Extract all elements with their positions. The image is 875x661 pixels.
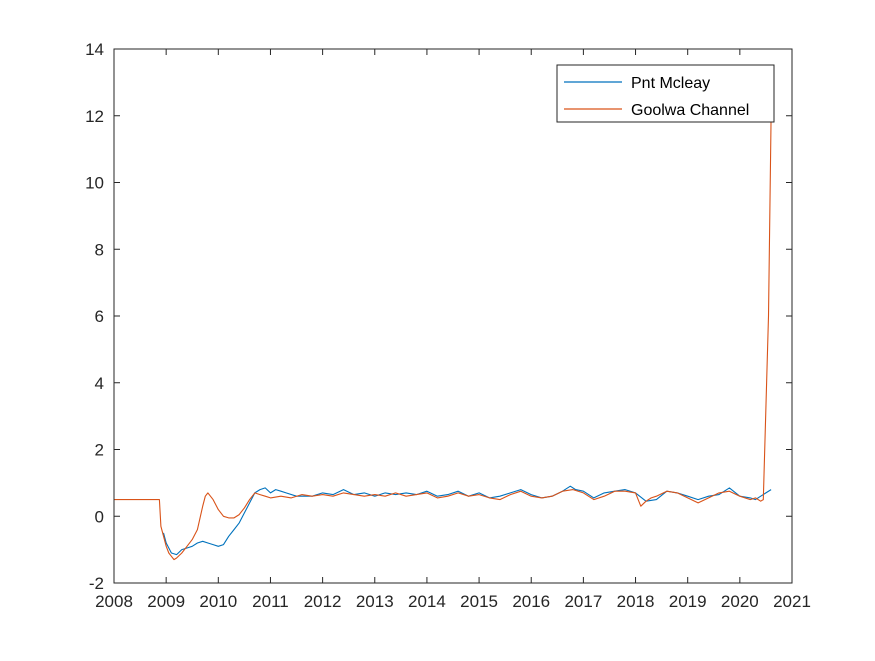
- x-tick-label: 2014: [408, 592, 446, 611]
- x-tick-label: 2021: [773, 592, 811, 611]
- y-tick-label: 12: [85, 107, 104, 126]
- x-tick-label: 2013: [356, 592, 394, 611]
- y-tick-label: 0: [95, 507, 104, 526]
- x-tick-label: 2018: [617, 592, 655, 611]
- x-tick-label: 2008: [95, 592, 133, 611]
- series-layer: [114, 115, 772, 561]
- y-tick-label: 10: [85, 174, 104, 193]
- legend-box: [556, 64, 775, 123]
- ticks-layer: 2008 2009 2010 2011 2012 2013 2014 2015 2016 2017…: [85, 40, 811, 611]
- series-line-2: [114, 115, 772, 561]
- x-tick-label: 2020: [721, 592, 759, 611]
- legend-label-2: Goolwa Channel: [631, 102, 749, 119]
- x-tick-label: 2012: [304, 592, 342, 611]
- y-tick-label: 4: [95, 374, 104, 393]
- y-tick-label: -2: [89, 574, 104, 593]
- y-tick-label: 6: [95, 307, 104, 326]
- x-tick-label: 2019: [669, 592, 707, 611]
- plot-area-background: [114, 49, 792, 583]
- y-tick-label: 2: [95, 441, 104, 460]
- legend: Pnt Mcleay Goolwa Channel: [556, 64, 775, 123]
- x-tick-label: 2015: [460, 592, 498, 611]
- y-tick-label: 14: [85, 40, 104, 59]
- x-tick-label: 2016: [512, 592, 550, 611]
- x-tick-label: 2011: [252, 592, 289, 611]
- x-tick-label: 2009: [147, 592, 185, 611]
- x-tick-label: 2017: [564, 592, 602, 611]
- x-tick-label: 2010: [199, 592, 237, 611]
- y-tick-label: 8: [95, 240, 104, 259]
- legend-label-1: Pnt Mcleay: [631, 75, 710, 92]
